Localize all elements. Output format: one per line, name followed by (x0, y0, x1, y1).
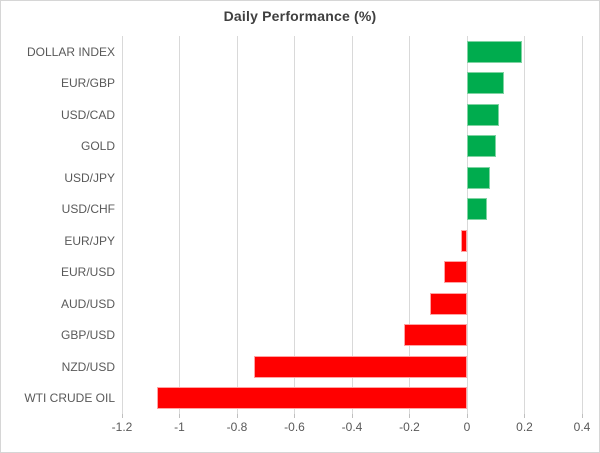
gridline (179, 36, 180, 414)
x-tick-label: -1.2 (111, 420, 133, 434)
axis-tick (351, 414, 353, 418)
axis-tick (179, 414, 180, 418)
gridline (236, 36, 238, 414)
category-label: GBP/USD (60, 328, 115, 343)
x-tick-label: -0.6 (284, 420, 305, 434)
gridline (409, 36, 410, 414)
x-tick-label: 0 (463, 420, 471, 434)
category-label: NZD/USD (61, 359, 115, 374)
axis-tick (524, 414, 525, 418)
gridline (121, 36, 123, 414)
axis-tick (409, 414, 410, 418)
axis-tick (294, 414, 295, 418)
bar-gbp-usd (403, 324, 467, 347)
x-tick-label: 0.4 (573, 420, 591, 434)
gridline (466, 36, 468, 414)
gridline (294, 36, 295, 414)
x-tick-label: -0.8 (226, 420, 248, 434)
bar-eur-jpy (461, 229, 467, 252)
x-tick-label: -0.4 (341, 420, 363, 434)
x-tick-label: -0.2 (399, 420, 420, 434)
category-label: DOLLAR INDEX (26, 44, 115, 59)
category-label: WTI CRUDE OIL (24, 391, 115, 406)
category-label: USD/JPY (64, 170, 115, 185)
category-label: USD/CHF (61, 202, 115, 217)
gridline (351, 36, 353, 414)
category-axis: DOLLAR INDEX EUR/GBP USD/CAD GOLD USD/JPY USD… (1, 36, 115, 414)
bar-nzd-usd (254, 355, 467, 378)
gridline (524, 36, 525, 414)
axis-tick (236, 414, 238, 418)
bar-wti-crude-oil (156, 387, 467, 410)
category-label: USD/CAD (60, 107, 115, 122)
plot-area (121, 36, 583, 418)
category-label: GOLD (80, 139, 115, 154)
value-axis: -1.2 -1 -0.8 -0.6 -0.4 -0.2 0 0.2 0.4 (1, 420, 599, 436)
bar-usd-cad (467, 103, 499, 126)
x-tick-label: 0.2 (516, 420, 533, 434)
axis-tick (581, 414, 583, 418)
bar-eur-gbp (467, 72, 505, 95)
bar-eur-usd (444, 261, 467, 284)
x-tick-label: -1 (174, 420, 185, 434)
category-label: EUR/USD (60, 265, 115, 280)
bar-usd-chf (467, 198, 488, 221)
chart-title: Daily Performance (%) (223, 8, 377, 24)
gridline (581, 36, 583, 414)
category-label: EUR/GBP (60, 76, 115, 91)
category-label: EUR/JPY (64, 233, 115, 248)
bar-usd-jpy (467, 166, 490, 189)
axis-tick (466, 414, 468, 418)
axis-tick (121, 414, 123, 418)
category-label: AUD/USD (60, 296, 115, 311)
bar-dollar-index (467, 40, 522, 63)
bar-gold (467, 135, 496, 158)
bar-aud-usd (429, 292, 467, 315)
